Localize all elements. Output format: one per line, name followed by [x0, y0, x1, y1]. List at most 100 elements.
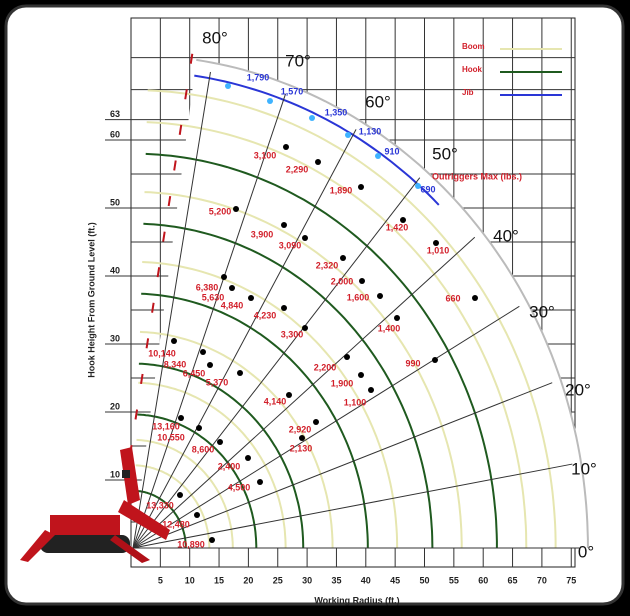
load-point: [171, 338, 177, 344]
load-point: [299, 435, 305, 441]
load-point: [377, 293, 383, 299]
boom-arc: [135, 464, 211, 548]
angle-ray: [132, 93, 287, 549]
hook-load-label: 10,550: [157, 432, 185, 442]
hook-load-label: 1,600: [347, 292, 370, 302]
load-point: [217, 439, 223, 445]
x-tick-label: 20: [243, 575, 253, 585]
jib-point: [375, 153, 381, 159]
jib-load-label: 1,570: [281, 86, 304, 96]
x-tick-label: 25: [273, 575, 283, 585]
load-point: [394, 315, 400, 321]
hook-arc: [137, 413, 258, 548]
boom-arc: [144, 191, 463, 548]
hook-load-label: 13,330: [146, 500, 174, 510]
boom-arc: [139, 330, 334, 549]
hook-load-label: 1,010: [427, 245, 450, 255]
crane: [20, 29, 197, 563]
load-point: [200, 349, 206, 355]
x-tick-label: 5: [158, 575, 163, 585]
load-point: [209, 537, 215, 543]
hook-load-label: 2,000: [331, 276, 354, 286]
load-point: [207, 362, 213, 368]
angle-label: 10°: [571, 459, 597, 478]
hook-load-label: 1,900: [331, 378, 354, 388]
y-tick-label: 30: [110, 333, 120, 343]
hook-load-label: 2,200: [314, 362, 337, 372]
x-tick-label: 50: [419, 575, 429, 585]
hook-arc: [141, 292, 369, 548]
load-point: [221, 274, 227, 280]
load-point: [257, 479, 263, 485]
grid-frame: [130, 17, 576, 568]
x-tick-label: 40: [361, 575, 371, 585]
hook-load-label: 5,370: [206, 377, 229, 387]
angle-label: 80°: [202, 28, 228, 47]
hook-load-label: 2,320: [316, 260, 339, 270]
x-tick-label: 35: [331, 575, 341, 585]
angle-label: 20°: [565, 380, 591, 399]
angle-ray: [132, 71, 211, 549]
angle-label: 40°: [493, 226, 519, 245]
hook-load-label: 4,140: [264, 396, 287, 406]
load-point: [233, 206, 239, 212]
y-tick-label: 50: [110, 197, 120, 207]
hook-load-label: 2,290: [286, 164, 309, 174]
hook-arc: [143, 222, 434, 549]
crane-track: [40, 535, 130, 553]
load-point: [178, 415, 184, 421]
load-point: [358, 184, 364, 190]
jib-load-label: 1,790: [247, 72, 270, 82]
hook-load-label: 6,450: [183, 368, 206, 378]
hook-load-label: 1,420: [386, 222, 409, 232]
load-point: [472, 295, 478, 301]
load-point: [281, 305, 287, 311]
boom-arc: [142, 261, 399, 548]
hook-arc: [145, 152, 498, 548]
crane-hook: [122, 470, 130, 478]
fan-background: [133, 59, 588, 549]
load-point: [248, 295, 254, 301]
hook-load-label: 990: [405, 358, 420, 368]
angle-label: 60°: [365, 92, 391, 111]
jib-load-label: 910: [384, 146, 399, 156]
arcs: [133, 58, 589, 549]
load-point: [344, 354, 350, 360]
crane-outrigger: [118, 500, 170, 540]
hook-load-label: 5,630: [202, 292, 225, 302]
boom-arc: [146, 121, 528, 549]
x-tick-label: 45: [390, 575, 400, 585]
hook-load-label: 8,600: [192, 444, 215, 454]
x-tick-label: 65: [508, 575, 518, 585]
load-point: [432, 357, 438, 363]
jib-arc: [194, 74, 440, 206]
y-tick-label: 40: [110, 265, 120, 275]
angle-ray: [132, 305, 520, 549]
x-tick-label: 15: [214, 575, 224, 585]
load-point: [177, 492, 183, 498]
hook-load-label: 4,230: [254, 310, 277, 320]
jib-point: [225, 83, 231, 89]
load-point: [245, 455, 251, 461]
hook-arc: [134, 489, 187, 548]
x-tick-label: 10: [185, 575, 195, 585]
x-tick-label: 75: [566, 575, 576, 585]
hook-load-label: 13,160: [152, 421, 180, 431]
labels: 5 10 15 20 25 30 35 40 45 50 55 60 65 70 75 10 20 30 40 50 6…: [110, 28, 597, 585]
load-point: [368, 387, 374, 393]
hook-arc: [138, 362, 305, 548]
hook-load-label: 12,480: [162, 519, 190, 529]
jib-load-label: 1,130: [359, 126, 382, 136]
load-point: [194, 512, 200, 518]
crane-outrigger: [110, 535, 150, 563]
y-tick-label: 60: [110, 129, 120, 139]
hook-load-label: 1,400: [378, 323, 401, 333]
load-point: [229, 285, 235, 291]
hook-load-label: 10,140: [148, 348, 176, 358]
hook-load-label: 3,900: [251, 229, 274, 239]
legend-label: Jib: [462, 88, 474, 97]
hook-load-label: 10,890: [177, 539, 205, 549]
angle-ray: [132, 177, 421, 549]
